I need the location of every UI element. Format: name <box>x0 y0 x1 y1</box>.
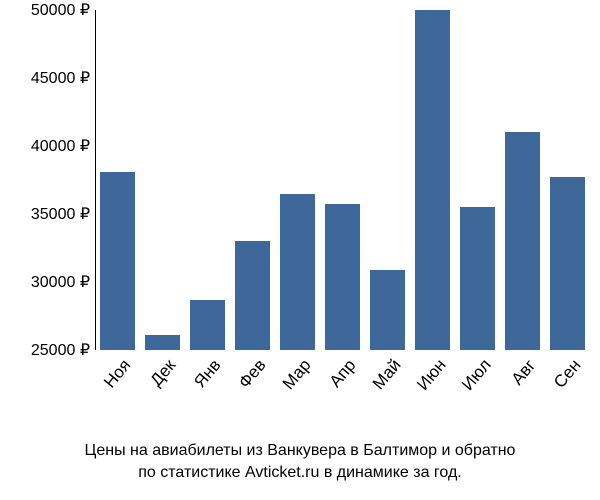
bar <box>325 204 360 350</box>
y-axis: 25000 ₽30000 ₽35000 ₽40000 ₽45000 ₽50000… <box>0 10 95 350</box>
bar-slot <box>545 10 590 350</box>
bar-slot <box>95 10 140 350</box>
bar <box>415 10 450 350</box>
x-label-slot: Авг <box>500 355 545 425</box>
x-label-slot: Июн <box>410 355 455 425</box>
bar-slot <box>500 10 545 350</box>
x-label-slot: Июл <box>455 355 500 425</box>
bar-slot <box>410 10 455 350</box>
x-label-slot: Фев <box>230 355 275 425</box>
bar-slot <box>365 10 410 350</box>
y-tick-label: 50000 ₽ <box>31 0 90 20</box>
y-tick-label: 45000 ₽ <box>31 68 90 88</box>
x-tick-label: Ноя <box>100 356 135 393</box>
bars-container <box>95 10 590 350</box>
bar-slot <box>140 10 185 350</box>
x-label-slot: Мар <box>275 355 320 425</box>
bar <box>280 194 315 350</box>
bar <box>370 270 405 350</box>
caption-line-1: Цены на авиабилеты из Ванкувера в Балтим… <box>10 440 590 462</box>
caption-line-2: по статистике Avticket.ru в динамике за … <box>10 462 590 484</box>
bar-slot <box>275 10 320 350</box>
x-tick-label: Июл <box>458 355 496 394</box>
bar <box>190 300 225 350</box>
chart-caption: Цены на авиабилеты из Ванкувера в Балтим… <box>0 440 600 483</box>
bar-slot <box>230 10 275 350</box>
bar <box>460 207 495 350</box>
x-tick-label: Май <box>368 355 405 393</box>
bar-slot <box>320 10 365 350</box>
x-label-slot: Сен <box>545 355 590 425</box>
x-label-slot: Янв <box>185 355 230 425</box>
y-tick-label: 30000 ₽ <box>31 272 90 292</box>
x-label-slot: Май <box>365 355 410 425</box>
bar <box>145 335 180 350</box>
bar <box>505 132 540 350</box>
bar <box>550 177 585 350</box>
y-tick-label: 40000 ₽ <box>31 136 90 156</box>
x-tick-label: Дек <box>146 356 180 391</box>
y-tick-label: 35000 ₽ <box>31 204 90 224</box>
x-label-slot: Дек <box>140 355 185 425</box>
x-label-slot: Ноя <box>95 355 140 425</box>
bar-slot <box>185 10 230 350</box>
x-tick-label: Янв <box>190 356 225 392</box>
x-tick-label: Апр <box>325 356 360 392</box>
x-tick-label: Июн <box>413 355 450 394</box>
bar <box>100 172 135 350</box>
x-labels-container: Ноя Дек Янв ФевМар АпрМайИюнИюл Авг Сен <box>95 355 590 425</box>
y-tick-label: 25000 ₽ <box>31 340 90 360</box>
bar-slot <box>455 10 500 350</box>
x-tick-label: Фев <box>234 356 270 393</box>
x-label-slot: Апр <box>320 355 365 425</box>
bar <box>235 241 270 350</box>
x-tick-label: Авг <box>507 356 539 389</box>
x-tick-label: Мар <box>278 355 315 393</box>
x-tick-label: Сен <box>549 356 584 393</box>
